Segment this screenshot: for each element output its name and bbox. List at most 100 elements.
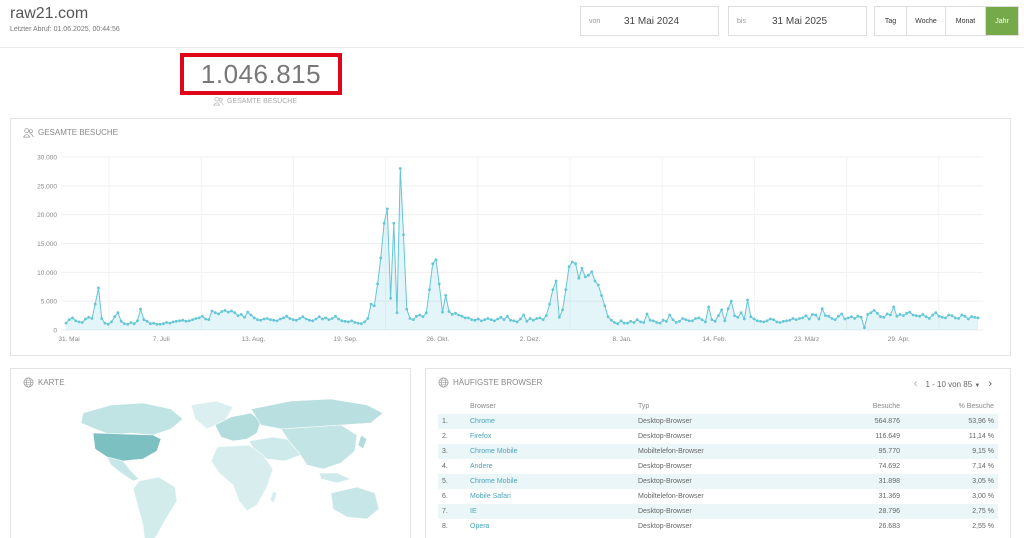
data-point[interactable] <box>577 276 581 280</box>
data-point[interactable] <box>324 316 327 320</box>
data-point[interactable] <box>103 321 107 325</box>
data-point[interactable] <box>259 318 263 322</box>
data-point[interactable] <box>837 314 840 318</box>
data-point[interactable] <box>204 317 208 321</box>
data-point[interactable] <box>684 318 688 321</box>
data-point[interactable] <box>87 315 91 319</box>
data-point[interactable] <box>223 309 227 312</box>
data-point[interactable] <box>525 319 529 323</box>
data-point[interactable] <box>885 312 889 316</box>
data-point[interactable] <box>321 317 324 321</box>
data-point[interactable] <box>944 316 947 320</box>
data-point[interactable] <box>149 322 152 326</box>
data-point[interactable] <box>872 309 876 312</box>
data-point[interactable] <box>168 321 172 325</box>
data-point[interactable] <box>165 321 169 324</box>
data-point[interactable] <box>366 317 370 320</box>
data-point[interactable] <box>652 319 655 323</box>
data-point[interactable] <box>132 322 136 326</box>
data-point[interactable] <box>937 314 941 318</box>
data-point[interactable] <box>924 315 928 319</box>
data-point[interactable] <box>632 321 636 324</box>
data-point[interactable] <box>879 315 882 319</box>
data-point[interactable] <box>126 322 130 326</box>
pager-range-dropdown[interactable]: 1 - 10 von 85 ▼ <box>925 380 980 389</box>
data-point[interactable] <box>681 317 685 320</box>
data-point[interactable] <box>213 311 217 315</box>
period-year-button[interactable]: Jahr <box>986 7 1018 35</box>
data-point[interactable] <box>450 313 454 316</box>
data-point[interactable] <box>265 317 269 320</box>
data-point[interactable] <box>587 273 590 277</box>
table-row[interactable]: 6. Mobile Safari Mobiltelefon-Browser 31… <box>438 489 998 504</box>
data-point[interactable] <box>467 316 470 320</box>
data-point[interactable] <box>441 310 444 314</box>
data-point[interactable] <box>752 317 756 321</box>
data-point[interactable] <box>136 319 139 323</box>
data-point[interactable] <box>596 283 600 287</box>
data-point[interactable] <box>515 320 519 324</box>
data-point[interactable] <box>600 294 603 297</box>
chevron-left-icon[interactable]: ‹ <box>913 378 918 390</box>
data-point[interactable] <box>226 310 230 314</box>
data-point[interactable] <box>772 318 775 321</box>
data-point[interactable] <box>493 319 496 323</box>
data-point[interactable] <box>966 317 970 321</box>
data-point[interactable] <box>616 322 620 326</box>
data-point[interactable] <box>382 221 386 225</box>
data-point[interactable] <box>256 318 259 321</box>
data-point[interactable] <box>853 317 857 320</box>
table-row[interactable]: 5. Chrome Mobile Desktop-Browser 31.898 … <box>438 474 998 489</box>
data-point[interactable] <box>113 315 117 319</box>
data-point[interactable] <box>363 320 366 324</box>
data-point[interactable] <box>574 262 577 266</box>
data-point[interactable] <box>950 314 954 317</box>
data-point[interactable] <box>606 315 610 319</box>
data-point[interactable] <box>288 317 292 320</box>
data-point[interactable] <box>749 315 753 319</box>
data-point[interactable] <box>434 258 438 261</box>
data-point[interactable] <box>671 318 675 321</box>
data-point[interactable] <box>590 270 594 274</box>
data-point[interactable] <box>431 262 435 266</box>
data-point[interactable] <box>350 319 353 323</box>
data-point[interactable] <box>269 318 272 321</box>
data-point[interactable] <box>830 317 834 320</box>
data-point[interactable] <box>145 319 149 323</box>
data-point[interactable] <box>301 315 305 319</box>
data-point[interactable] <box>729 299 733 303</box>
data-point[interactable] <box>343 319 347 323</box>
data-point[interactable] <box>246 310 250 314</box>
data-point[interactable] <box>583 275 587 279</box>
data-point[interactable] <box>123 322 126 326</box>
data-point[interactable] <box>762 320 766 324</box>
data-point[interactable] <box>359 322 363 326</box>
data-point[interactable] <box>807 317 811 321</box>
data-point[interactable] <box>395 311 399 315</box>
period-month-button[interactable]: Monat <box>946 7 986 35</box>
data-point[interactable] <box>707 305 710 309</box>
data-point[interactable] <box>522 313 525 317</box>
data-point[interactable] <box>447 310 451 313</box>
data-point[interactable] <box>603 304 607 308</box>
data-point[interactable] <box>535 317 538 320</box>
data-point[interactable] <box>376 282 379 286</box>
data-point[interactable] <box>785 319 788 323</box>
data-point[interactable] <box>697 316 701 320</box>
data-point[interactable] <box>100 317 104 320</box>
data-point[interactable] <box>210 309 214 313</box>
data-point[interactable] <box>869 311 873 315</box>
data-point[interactable] <box>694 317 697 320</box>
data-point[interactable] <box>544 314 548 317</box>
data-point[interactable] <box>93 302 97 306</box>
data-point[interactable] <box>700 318 704 321</box>
data-point[interactable] <box>405 307 409 311</box>
data-point[interactable] <box>902 314 905 317</box>
visits-area-chart[interactable]: 30.000 25.000 20.000 15.000 10.000 5.000 031. … <box>11 119 1012 357</box>
data-point[interactable] <box>532 318 535 322</box>
data-point[interactable] <box>655 321 659 324</box>
data-point[interactable] <box>90 317 94 320</box>
data-point[interactable] <box>905 311 908 315</box>
data-point[interactable] <box>613 321 616 324</box>
data-point[interactable] <box>726 307 730 311</box>
